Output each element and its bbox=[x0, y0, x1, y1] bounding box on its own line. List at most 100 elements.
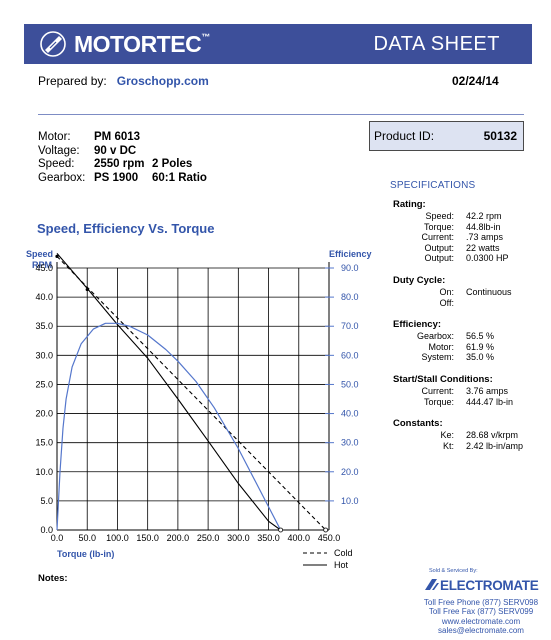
y-right-tick-label: 10.0 bbox=[341, 496, 359, 506]
spec-row: Motor: 61.9 % bbox=[393, 342, 523, 353]
spec-group-title: Rating: bbox=[393, 199, 426, 210]
y-right-tick-label: 60.0 bbox=[341, 350, 359, 360]
spec-value: .73 amps bbox=[466, 232, 504, 243]
spec-row: Gearbox: 56.5 % bbox=[393, 331, 523, 342]
y-right-tick-label: 90.0 bbox=[341, 263, 359, 273]
x-tick-label: 250.0 bbox=[197, 533, 220, 543]
series-line-cold bbox=[56, 256, 327, 531]
motor-info-label: Motor: bbox=[38, 131, 71, 143]
spec-value: 3.76 amps bbox=[466, 385, 509, 396]
motor-info-value: PM 6013 bbox=[94, 131, 141, 143]
spec-value: 444.47 lb-in bbox=[466, 396, 514, 407]
motor-info-label: Voltage: bbox=[38, 144, 80, 157]
spec-group-title: Duty Cycle: bbox=[393, 274, 446, 286]
sheet-date: 02/24/14 bbox=[452, 74, 499, 88]
chart-title: Speed, Efficiency Vs. Torque bbox=[37, 221, 215, 236]
y-left-tick-label: 15.0 bbox=[35, 438, 53, 448]
spec-label: Gearbox: bbox=[416, 331, 454, 342]
motor-info-extra: 2 Poles bbox=[152, 158, 193, 170]
spec-group-title: Efficiency: bbox=[393, 319, 442, 331]
spec-value: 0.0300 HP bbox=[466, 253, 509, 264]
spec-label: Motor: bbox=[428, 341, 454, 352]
x-tick-label: 450.0 bbox=[318, 533, 341, 543]
motor-info-value: PS 1900 bbox=[94, 171, 139, 184]
x-tick-label: 300.0 bbox=[227, 533, 250, 543]
spec-row: Current: 3.76 amps bbox=[393, 386, 523, 397]
spec-row: On: Continuous bbox=[393, 287, 523, 298]
spec-label: Output: bbox=[424, 242, 454, 253]
motor-info-value: 2550 rpm bbox=[94, 158, 145, 170]
spec-label: Torque: bbox=[423, 221, 454, 232]
spec-row: Speed: 42.2 rpm bbox=[393, 211, 523, 222]
y-right-tick-label: 80.0 bbox=[341, 292, 359, 302]
prepared-by-link[interactable]: Groschopp.com bbox=[116, 74, 209, 88]
motor-info-row: Speed: 2550 rpm 2 Poles bbox=[38, 158, 207, 172]
y-left-tick-label: 20.0 bbox=[35, 409, 53, 419]
series-line-hot bbox=[56, 253, 281, 531]
spec-label: Ke: bbox=[440, 430, 454, 441]
y-right-tick-label: 20.0 bbox=[341, 467, 359, 477]
y-left-tick-label: 25.0 bbox=[35, 379, 53, 389]
spec-row: Current: .73 amps bbox=[393, 232, 523, 243]
x-tick-label: 150.0 bbox=[136, 533, 159, 543]
notes-label: Notes: bbox=[38, 573, 68, 584]
motor-info-row: Gearbox: PS 1900 60:1 Ratio bbox=[38, 172, 207, 186]
motor-info-label: Gearbox: bbox=[38, 171, 86, 184]
spec-value: 42.2 rpm bbox=[466, 211, 502, 221]
x-tick-label: 200.0 bbox=[167, 533, 190, 543]
legend-label-hot: Hot bbox=[334, 560, 349, 570]
distributor-contact-line[interactable]: sales@electromate.com bbox=[438, 626, 524, 636]
motor-info-label: Speed: bbox=[38, 158, 75, 170]
x-axis-label: Torque (lb-in) bbox=[57, 549, 115, 559]
y-right-tick-label: 70.0 bbox=[341, 321, 359, 331]
spec-value: 35.0 % bbox=[466, 352, 495, 363]
motor-info-row: Voltage: 90 v DC bbox=[38, 145, 207, 159]
start-point-marker bbox=[55, 254, 59, 258]
x-tick-label: 350.0 bbox=[257, 533, 280, 543]
spec-value: 44.8lb-in bbox=[466, 221, 501, 232]
spec-label: Torque: bbox=[423, 396, 454, 407]
y-right-tick-label: 30.0 bbox=[341, 438, 359, 448]
distributor-contact-line[interactable]: www.electromate.com bbox=[441, 616, 521, 626]
spec-label: Current: bbox=[421, 385, 454, 396]
specifications-list: Rating: Speed: 42.2 rpm Torque: 44.8lb-in Cur… bbox=[393, 199, 523, 462]
divider bbox=[38, 114, 524, 115]
spec-row: System: 35.0 % bbox=[393, 352, 523, 363]
y-left-tick-label: 10.0 bbox=[35, 467, 53, 477]
x-tick-label: 0.0 bbox=[51, 533, 64, 543]
header-banner: MOTORTEC™ DATA SHEET bbox=[24, 24, 532, 64]
spec-label: On: bbox=[439, 286, 454, 297]
stall-point-marker bbox=[323, 527, 329, 533]
spec-row: Ke: 28.68 v/krpm bbox=[393, 430, 523, 441]
y-left-tick-label: 0.0 bbox=[40, 525, 53, 535]
distributor-contact: Toll Free Phone (877) SERV098 Toll Free F… bbox=[423, 598, 539, 636]
y-left-tick-label: 40.0 bbox=[35, 292, 53, 302]
spec-row: Torque: 44.8lb-in bbox=[393, 222, 523, 233]
distributor-name: ELECTROMATE bbox=[440, 578, 539, 593]
stall-point-marker bbox=[278, 527, 284, 533]
spec-group: Duty Cycle: On: Continuous Off: bbox=[393, 275, 523, 308]
spec-value: 56.5 % bbox=[466, 331, 495, 342]
spec-row: Off: bbox=[393, 298, 523, 309]
spec-value: Continuous bbox=[466, 286, 512, 297]
y-left-tick-label: 5.0 bbox=[40, 496, 53, 506]
spec-group-title: Constants: bbox=[393, 418, 443, 430]
product-id-value: 50132 bbox=[483, 129, 517, 143]
page-title: DATA SHEET bbox=[373, 33, 500, 55]
y-right-label: Efficiency bbox=[329, 249, 372, 259]
spec-group: Start/Stall Conditions: Current: 3.76 amps… bbox=[393, 374, 523, 407]
distributor-contact-line: Toll Free Phone (877) SERV098 bbox=[423, 598, 539, 607]
spec-row: Output: 0.0300 HP bbox=[393, 253, 523, 264]
prepared-by: Prepared by: Groschopp.com bbox=[38, 74, 209, 88]
spec-group: Rating: Speed: 42.2 rpm Torque: 44.8lb-in Cur… bbox=[393, 199, 523, 264]
product-id-box: Product ID: 50132 bbox=[369, 121, 524, 151]
distributor-contact-line: Toll Free Fax (877) SERV099 bbox=[428, 607, 534, 617]
x-tick-label: 50.0 bbox=[78, 533, 96, 543]
y-left-tick-label: 45.0 bbox=[35, 263, 53, 273]
x-tick-label: 100.0 bbox=[106, 533, 129, 543]
spec-label: Output: bbox=[424, 253, 454, 264]
x-tick-label: 400.0 bbox=[288, 533, 311, 543]
y-left-tick-label: 35.0 bbox=[35, 321, 53, 331]
spec-row: Output: 22 watts bbox=[393, 243, 523, 254]
